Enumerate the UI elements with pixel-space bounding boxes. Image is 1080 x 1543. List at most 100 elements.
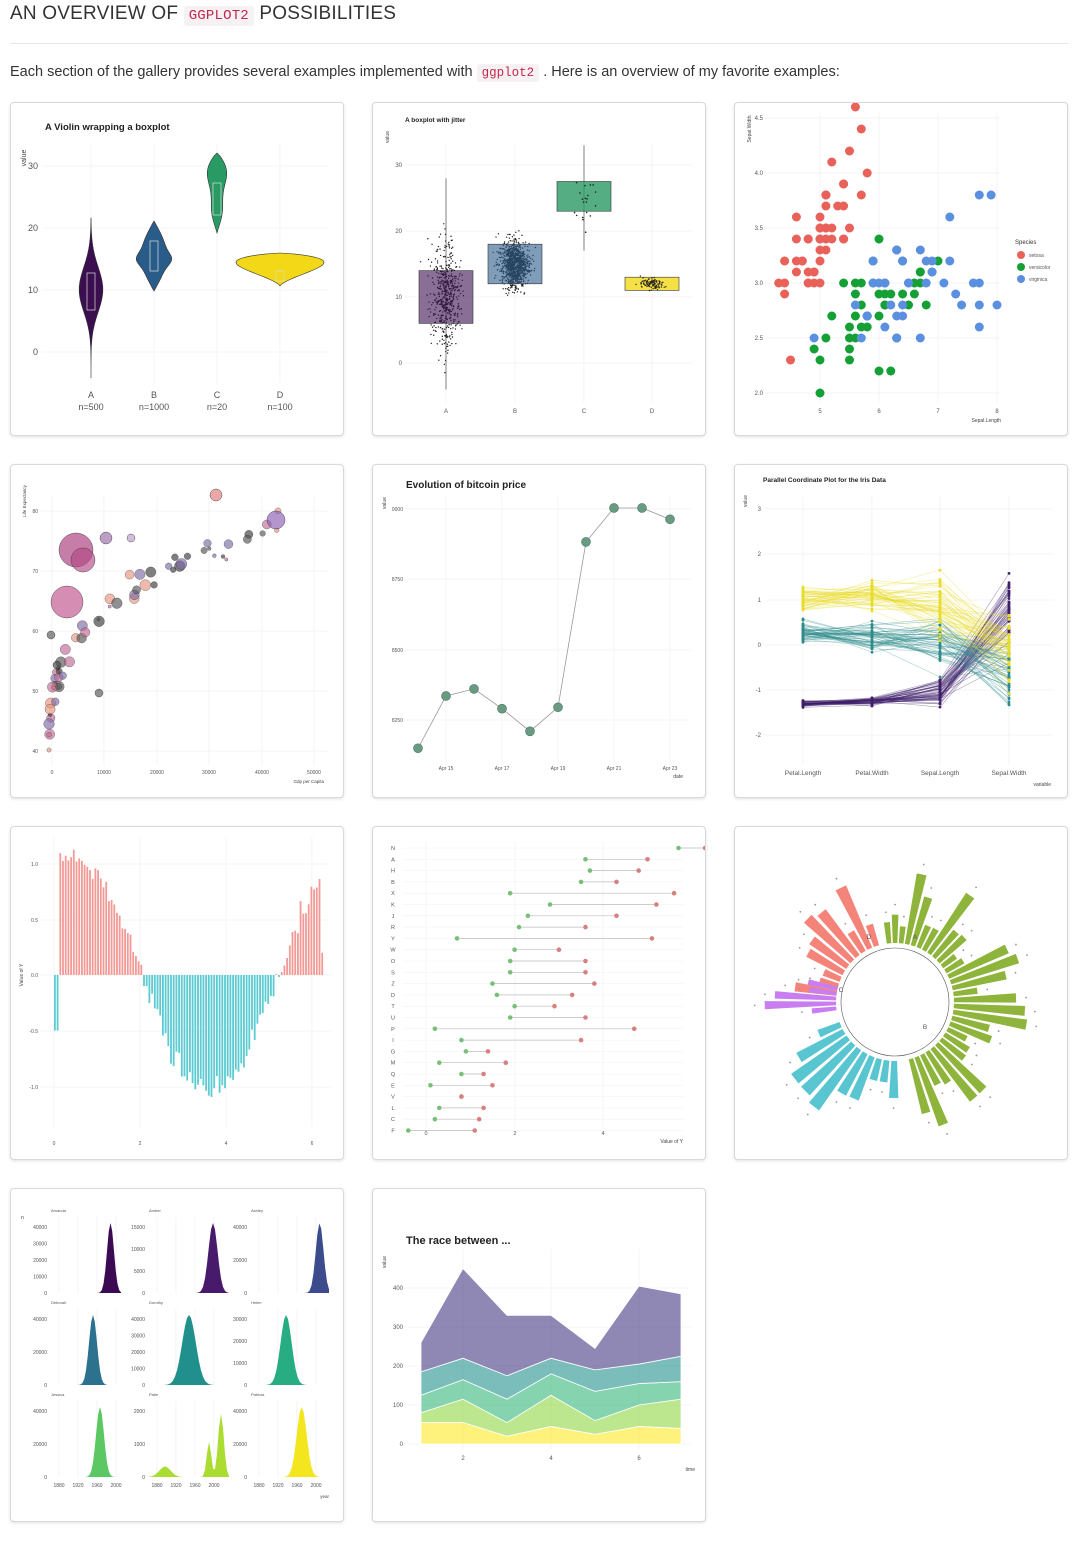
lollipop-dot-high bbox=[490, 1083, 495, 1088]
jitter-point bbox=[448, 336, 450, 338]
circular-bar bbox=[803, 914, 855, 964]
jitter-point bbox=[431, 243, 433, 245]
gallery-card-stacked-area[interactable]: The race between ... value time 0 100 200 3… bbox=[372, 1188, 706, 1522]
jitter-point bbox=[640, 282, 642, 284]
circular-label-dot bbox=[979, 1105, 981, 1108]
density-xtick: 1920 bbox=[170, 1483, 181, 1489]
parallel-line bbox=[802, 612, 1010, 704]
jitter-point bbox=[448, 247, 451, 249]
parallel-line bbox=[802, 613, 1010, 707]
parallel-line bbox=[802, 597, 1010, 657]
jitter-point bbox=[450, 268, 452, 270]
parallel-line bbox=[802, 590, 1010, 706]
scatter-point-versicolor bbox=[815, 388, 825, 398]
parallel-point bbox=[938, 584, 942, 588]
jitter-point bbox=[514, 237, 516, 240]
jitter-point bbox=[454, 328, 457, 330]
jitter-title: A boxplot with jitter bbox=[405, 117, 466, 124]
jitter-point bbox=[513, 234, 515, 236]
diverging-bar bbox=[226, 975, 229, 1077]
jitter-point bbox=[437, 245, 440, 248]
circular-label-dot bbox=[986, 988, 989, 991]
diverging-bar bbox=[172, 975, 175, 1067]
jitter-point bbox=[652, 283, 654, 286]
gallery-card-jitter[interactable]: A boxplot with jitter value 0 10 20 30 A B C D bbox=[372, 102, 706, 436]
bubble bbox=[64, 656, 75, 668]
jitter-point bbox=[443, 342, 446, 345]
bitcoin-xtick: Apr 23 bbox=[663, 766, 678, 772]
gallery-card-circular[interactable]: A B C D bbox=[734, 826, 1068, 1160]
circular-bar bbox=[953, 987, 978, 997]
jitter-point bbox=[506, 294, 509, 296]
jitter-point bbox=[651, 279, 653, 281]
parallel-point bbox=[870, 700, 874, 704]
parallel-point bbox=[1007, 692, 1011, 695]
bubble bbox=[207, 546, 212, 551]
title-code: GGPLOT2 bbox=[183, 6, 254, 26]
parallel-line bbox=[802, 653, 1010, 705]
density-ytick: 0 bbox=[44, 1383, 47, 1389]
parallel-line bbox=[802, 596, 1010, 680]
scatter-point-setosa bbox=[815, 212, 825, 222]
density-area bbox=[251, 1223, 329, 1293]
circular-label-dot bbox=[1015, 943, 1017, 946]
parallel-point bbox=[801, 640, 805, 643]
lollipop-dot-high bbox=[569, 992, 575, 998]
parallel-point bbox=[938, 596, 942, 600]
parallel-ytick: 3 bbox=[758, 507, 762, 513]
bubble bbox=[46, 630, 56, 640]
diverging-bar bbox=[175, 975, 178, 1052]
parallel-point bbox=[801, 605, 805, 609]
scatter-point-versicolor bbox=[862, 322, 872, 332]
diverging-bar bbox=[126, 933, 129, 975]
density-panel-title: Deborah bbox=[51, 1300, 66, 1305]
gallery-card-bubble[interactable]: Life Expectancy Gdp per Capita 40 50 60 70 8… bbox=[10, 464, 344, 798]
gallery-card-parallel[interactable]: Parallel Coordinate Plot for the Iris Da… bbox=[734, 464, 1068, 798]
lollipop-category: L bbox=[391, 1106, 394, 1112]
scatter-point-versicolor bbox=[845, 355, 854, 365]
density-xtick: 1880 bbox=[151, 1483, 162, 1489]
box-b bbox=[487, 243, 543, 285]
scatter-point-virginica bbox=[927, 267, 937, 277]
box-a bbox=[418, 270, 474, 324]
jitter-point bbox=[646, 281, 648, 283]
stacked-xtick: 2 bbox=[461, 1456, 465, 1462]
parallel-line bbox=[802, 642, 1010, 706]
parallel-line bbox=[802, 633, 1010, 671]
gallery-card-line[interactable]: Evolution of bitcoin price value date 82… bbox=[372, 464, 706, 798]
bitcoin-xtick: Apr 21 bbox=[607, 766, 622, 772]
circular-bar bbox=[891, 914, 899, 944]
jitter-point bbox=[448, 241, 450, 244]
gallery-card-violin[interactable]: A Violin wrapping a boxplot value 0 10 20 3… bbox=[10, 102, 344, 436]
parallel-xtick: Sepal.Length bbox=[921, 770, 960, 777]
stacked-title: The race between ... bbox=[406, 1235, 511, 1247]
jitter-ylabel: value bbox=[385, 131, 391, 143]
diverging-bar bbox=[243, 975, 245, 1068]
jitter-point bbox=[581, 216, 584, 219]
gallery-card-scatter[interactable]: Sepal.Width Sepal.Length Species 2.0 2.5 3… bbox=[734, 102, 1068, 436]
scatter-point-setosa bbox=[839, 179, 849, 189]
parallel-line bbox=[802, 608, 1010, 705]
violin-group-label: C bbox=[214, 390, 221, 400]
parallel-line bbox=[802, 626, 1010, 679]
jitter-point bbox=[652, 280, 654, 283]
jitter-point bbox=[655, 280, 658, 282]
gallery-card-density[interactable]: n year Amanda 0 10000 20000 30000 40000 Amber 0… bbox=[10, 1188, 344, 1522]
parallel-line bbox=[802, 593, 1010, 644]
gallery-card-diverging[interactable]: Value of Y -1.0 -0.5 0.0 0.5 1.0 0 2 4 6 bbox=[10, 826, 344, 1160]
diverging-bar bbox=[218, 975, 221, 1093]
bubble bbox=[107, 604, 112, 609]
parallel-line bbox=[802, 634, 1010, 704]
jitter-point bbox=[444, 255, 446, 258]
lollipop-dot-low bbox=[432, 1116, 438, 1122]
parallel-ytick: -1 bbox=[756, 688, 762, 694]
lollipop-category: I bbox=[392, 1038, 394, 1044]
parallel-point bbox=[938, 643, 942, 647]
parallel-line bbox=[802, 584, 1010, 705]
parallel-line bbox=[802, 591, 1010, 656]
scatter-point-virginica bbox=[850, 300, 860, 310]
lollipop-dot-low bbox=[512, 947, 517, 952]
jitter-xtick: D bbox=[650, 409, 655, 415]
lollipop-category: O bbox=[391, 959, 396, 965]
